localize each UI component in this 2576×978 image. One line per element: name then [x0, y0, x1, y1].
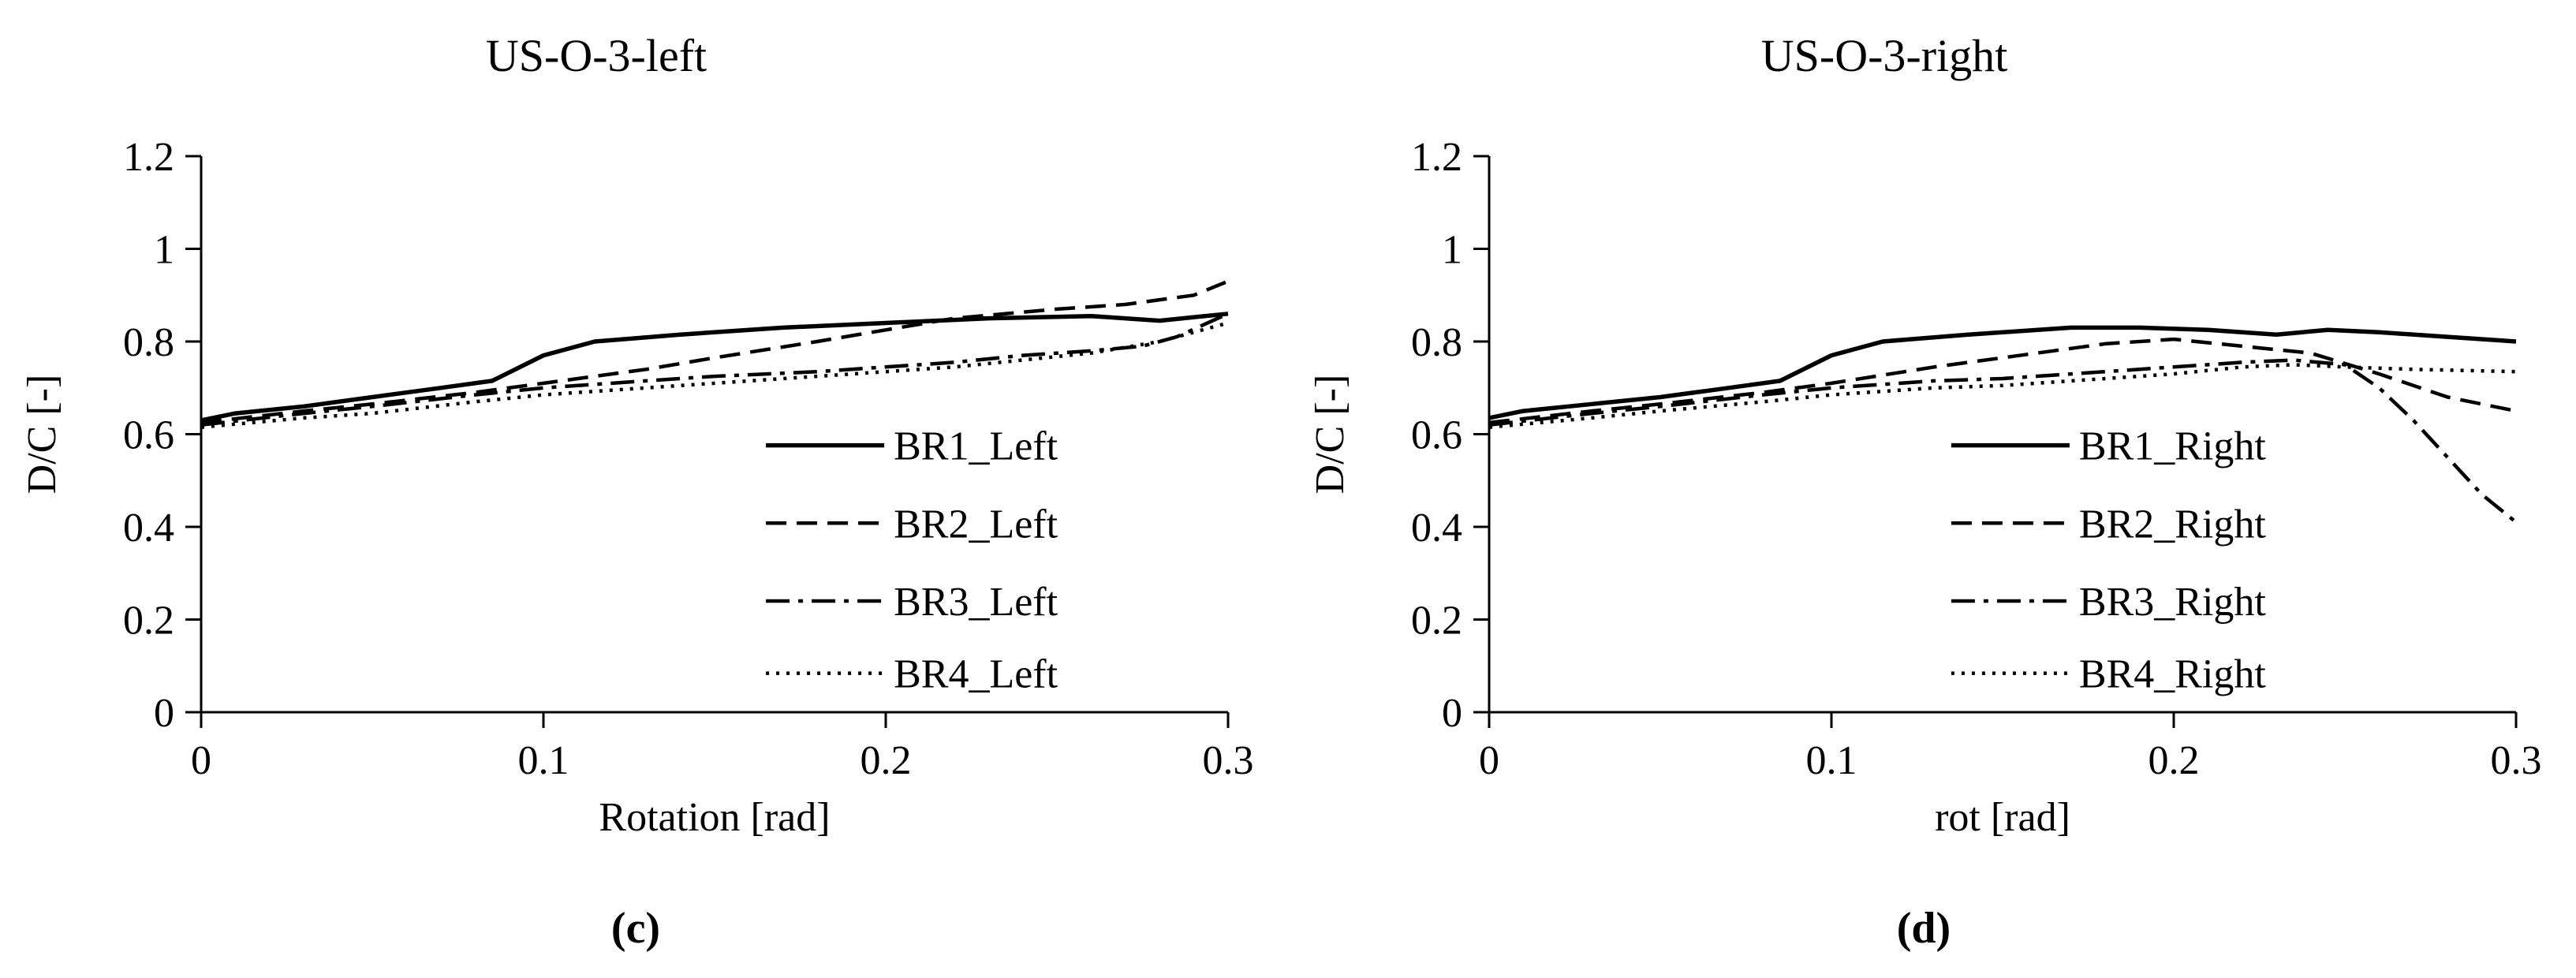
x-axis-label: Rotation [rad] [599, 795, 830, 840]
legend-label-BR3_Right: BR3_Right [2079, 580, 2266, 625]
y-tick-label: 1.2 [1411, 135, 1462, 180]
series-BR4_Left [200, 321, 1229, 429]
y-tick-label: 0.4 [1411, 506, 1462, 551]
series-BR4_Right [1488, 363, 2517, 429]
series-BR1_Left [200, 312, 1229, 423]
x-tick-label: 0.3 [1203, 738, 1254, 783]
panel-c: US-O-3-left 0 0.2 0.4 0.6 0.8 1 1.2 0 0.1 0.2 0.3 Ro… [20, 30, 1254, 953]
y-axis-label: D/C [-] [20, 375, 65, 495]
y-tick-label: 0.6 [1411, 413, 1462, 458]
x-tick-label: 0 [1479, 738, 1499, 783]
legend-label-BR4_Right: BR4_Right [2079, 652, 2266, 697]
legend-label-BR2_Left: BR2_Left [894, 502, 1058, 547]
axis-lines [200, 156, 1228, 714]
y-axis-label: D/C [-] [1308, 375, 1353, 495]
x-axis-label: rot [rad] [1935, 795, 2070, 840]
y-tick-label: 0.2 [1411, 599, 1462, 644]
x-tick-label: 0.1 [518, 738, 569, 783]
y-tick-label: 0.4 [123, 506, 174, 551]
axis-lines [1488, 156, 2516, 714]
x-tick-label: 0.3 [2491, 738, 2542, 783]
series-BR2_Right [1488, 337, 2517, 425]
legend-label-BR4_Left: BR4_Left [894, 652, 1058, 697]
chart-title: US-O-3-right [1761, 30, 2008, 81]
y-tick-label: 1 [154, 228, 174, 273]
series-BR3_Left [200, 312, 1229, 427]
y-tick-label: 0 [154, 691, 174, 736]
y-tick-label: 0 [1442, 691, 1462, 736]
legend-label-BR3_Left: BR3_Left [894, 580, 1058, 625]
y-tick-label: 1.2 [123, 135, 174, 180]
chart-title: US-O-3-left [486, 30, 707, 81]
series-BR3_Right [1488, 358, 2518, 524]
panel-sub-label: (c) [611, 904, 660, 953]
legend-label-BR2_Right: BR2_Right [2079, 502, 2266, 547]
y-tick-label: 0.8 [123, 320, 174, 365]
panel-sub-label: (d) [1897, 904, 1951, 953]
chart-us-o-3-right: US-O-3-right 0 0.2 0.4 0.6 0.8 1 1.2 0 0.1 0.2 0.3 r… [1308, 30, 2542, 953]
chart-us-o-3-left: US-O-3-left 0 0.2 0.4 0.6 0.8 1 1.2 0 0.1 0.2 0.3 Ro… [20, 30, 1254, 953]
y-tick-label: 0.2 [123, 599, 174, 644]
x-tick-label: 0 [191, 738, 211, 783]
x-tick-label: 0.2 [861, 738, 912, 783]
x-tick-label: 0.1 [1806, 738, 1857, 783]
y-tick-label: 0.6 [123, 413, 174, 458]
y-tick-label: 1 [1442, 228, 1462, 273]
series-BR2_Left [200, 279, 1229, 425]
x-tick-label: 0.2 [2149, 738, 2200, 783]
series-BR1_Right [1488, 325, 2517, 420]
y-tick-label: 0.8 [1411, 320, 1462, 365]
legend-label-BR1_Right: BR1_Right [2079, 424, 2266, 469]
legend-label-BR1_Left: BR1_Left [894, 424, 1058, 469]
panel-d: US-O-3-right 0 0.2 0.4 0.6 0.8 1 1.2 0 0.1 0.2 0.3 r… [1288, 0, 2576, 978]
